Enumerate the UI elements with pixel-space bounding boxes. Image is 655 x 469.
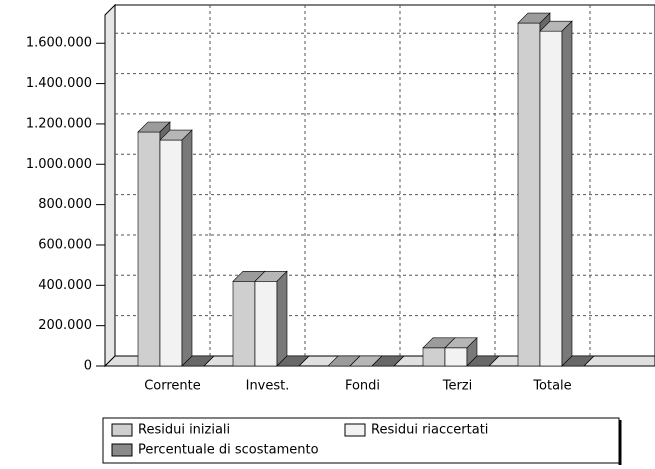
bar-side [181, 129, 193, 367]
y-tick-label: 1.400.000 [26, 76, 92, 91]
legend-label: Percentuale di scostamento [138, 443, 319, 458]
legend-label: Residui iniziali [138, 423, 230, 438]
bar-side [393, 355, 405, 367]
legend-swatch [111, 423, 133, 437]
bar-front [254, 280, 278, 367]
y-tick-label: 400.000 [38, 278, 92, 293]
y-tick-label: 800.000 [38, 197, 92, 212]
x-tick-label: Invest. [246, 379, 290, 394]
y-tick-label: 1.000.000 [26, 157, 92, 172]
x-tick-label: Fondi [345, 379, 380, 394]
side-wall [104, 3, 116, 368]
y-tick-label: 1.600.000 [26, 36, 92, 51]
bar-front [159, 139, 183, 367]
bar-front [517, 22, 541, 367]
x-tick-label: Terzi [442, 379, 473, 394]
legend-swatch [344, 423, 366, 437]
legend-swatch [111, 443, 133, 457]
legend-label: Residui riaccertati [371, 423, 488, 438]
bar-front [422, 347, 446, 367]
bar-side [203, 355, 215, 367]
y-tick-label: 600.000 [38, 237, 92, 252]
y-tick-label: 0 [84, 359, 92, 374]
y-tick-label: 200.000 [38, 318, 92, 333]
vertical-grid [209, 5, 591, 356]
bar-front [137, 131, 161, 367]
y-tick-label: 1.200.000 [26, 116, 92, 131]
bar-side [488, 355, 500, 367]
bar-side [298, 355, 310, 367]
bar-side [561, 20, 573, 367]
bar-side [583, 355, 595, 367]
bar-front [539, 30, 563, 367]
bar-front [232, 280, 256, 367]
bar-side [276, 270, 288, 367]
bar-front [444, 347, 468, 367]
x-tick-label: Totale [532, 379, 571, 394]
back-wall [114, 4, 655, 357]
x-tick-label: Corrente [144, 379, 201, 394]
